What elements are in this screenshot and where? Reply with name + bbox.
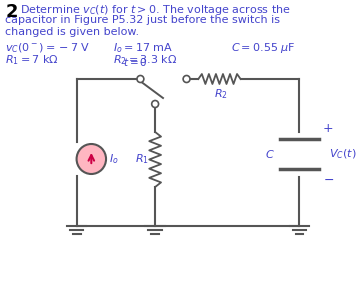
- Text: $R_2=3.3$ k$\Omega$: $R_2=3.3$ k$\Omega$: [113, 53, 177, 67]
- Text: $v_C(0^-)=-7$ V: $v_C(0^-)=-7$ V: [5, 41, 90, 55]
- Text: $t=0$: $t=0$: [123, 56, 147, 68]
- Text: $\mathbf{2}$: $\mathbf{2}$: [5, 3, 18, 21]
- Text: $-$: $-$: [323, 173, 334, 186]
- Text: $R_2$: $R_2$: [214, 87, 228, 101]
- Text: $V_C(t)$: $V_C(t)$: [329, 147, 357, 161]
- Text: capacitor in Figure P5.32 just before the switch is: capacitor in Figure P5.32 just before th…: [5, 15, 280, 25]
- Circle shape: [183, 75, 190, 82]
- Text: changed is given below.: changed is given below.: [5, 27, 139, 37]
- Text: $I_o$: $I_o$: [109, 152, 119, 166]
- Text: Determine $v_C(t)$ for $t > 0$. The voltage across the: Determine $v_C(t)$ for $t > 0$. The volt…: [20, 3, 291, 17]
- Text: $I_o=17$ mA: $I_o=17$ mA: [113, 41, 173, 55]
- Text: $R_1$: $R_1$: [135, 152, 150, 166]
- Text: $C$: $C$: [265, 148, 275, 160]
- Circle shape: [152, 100, 159, 108]
- Text: $R_1=7$ k$\Omega$: $R_1=7$ k$\Omega$: [5, 53, 59, 67]
- Text: $C=0.55\ \mu$F: $C=0.55\ \mu$F: [231, 41, 295, 55]
- Text: +: +: [323, 122, 334, 135]
- Circle shape: [137, 75, 144, 82]
- Circle shape: [77, 144, 106, 174]
